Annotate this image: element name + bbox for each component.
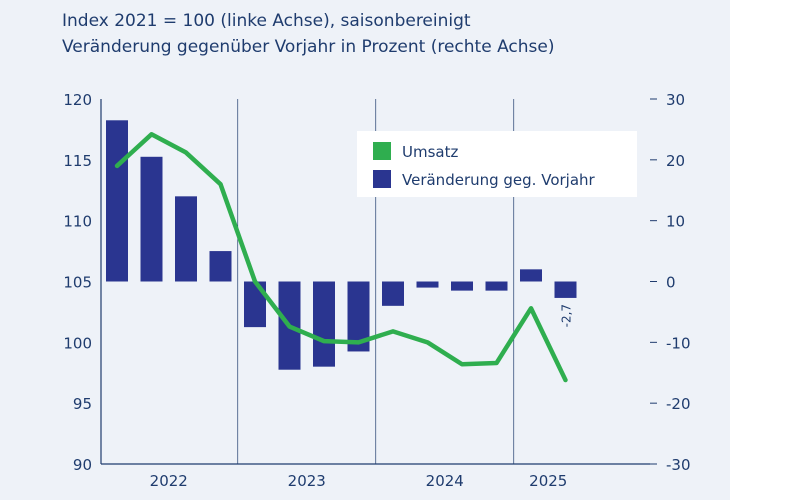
bar-veraenderung-2024-Q3 [451,281,473,291]
legend-swatch-umsatz [373,142,391,160]
bar-veraenderung-2022-Q4 [209,251,232,282]
bar-veraenderung-2025-Q1 [520,269,542,282]
x-tick-label-2025: 2025 [529,472,567,490]
legend-label-veraenderung: Veränderung geg. Vorjahr [402,171,596,189]
y-left-tick-label: 105 [63,274,92,292]
line-umsatz [114,132,568,383]
y-left-tick-label: 110 [63,213,92,231]
axis-layer: 90 95 100 105 110 115 120 -30 -20 -10 0 10 20 30 2022 2… [63,91,690,490]
legend-label-umsatz: Umsatz [402,143,458,161]
y-right-tick-label: -20 [666,395,691,413]
x-tick-label-2023: 2023 [288,472,326,490]
y-left-tick-label: 120 [63,91,92,109]
y-right-tick-label: 10 [666,213,685,231]
y-left-tick-label: 90 [73,456,92,474]
bar-veraenderung-2022-Q2 [140,156,163,282]
bar-veraenderung-2023-Q3 [313,281,335,367]
bar-veraenderung-2022-Q3 [175,196,197,282]
bar-veraenderung-2022-Q1 [106,120,128,282]
line-layer: -2,7 [114,132,574,383]
y-left-tick-label: 115 [63,152,92,170]
x-tick-label-2024: 2024 [426,472,464,490]
x-tick-label-2022: 2022 [150,472,188,490]
bar-veraenderung-2024-Q2 [416,281,439,288]
legend-box [357,131,637,197]
chart-subtitle-line-2: Veränderung gegenüber Vorjahr in Prozent… [62,37,555,57]
bar-veraenderung-2023-Q1 [244,281,266,328]
bar-veraenderung-2024-Q4 [485,281,508,291]
y-right-tick-label: 0 [666,274,676,292]
y-right-tick-label: -10 [666,334,691,352]
legend-swatch-veraenderung [373,170,391,188]
y-left-tick-label: 95 [73,395,92,413]
bar-veraenderung-2025-Q2 [554,281,577,298]
chart-subtitle-line-1: Index 2021 = 100 (linke Achse), saisonbe… [62,11,471,31]
bar-veraenderung-2024-Q1 [382,281,404,306]
y-right-tick-label: 20 [666,152,685,170]
y-right-tick-label: 30 [666,91,685,109]
legend: Umsatz Veränderung geg. Vorjahr [357,131,637,197]
y-left-tick-label: 100 [63,334,92,352]
bar-veraenderung-2023-Q4 [347,281,370,352]
data-label-2025-q2: -2,7 [560,304,574,327]
y-right-tick-label: -30 [666,456,691,474]
bars-layer [106,120,577,370]
